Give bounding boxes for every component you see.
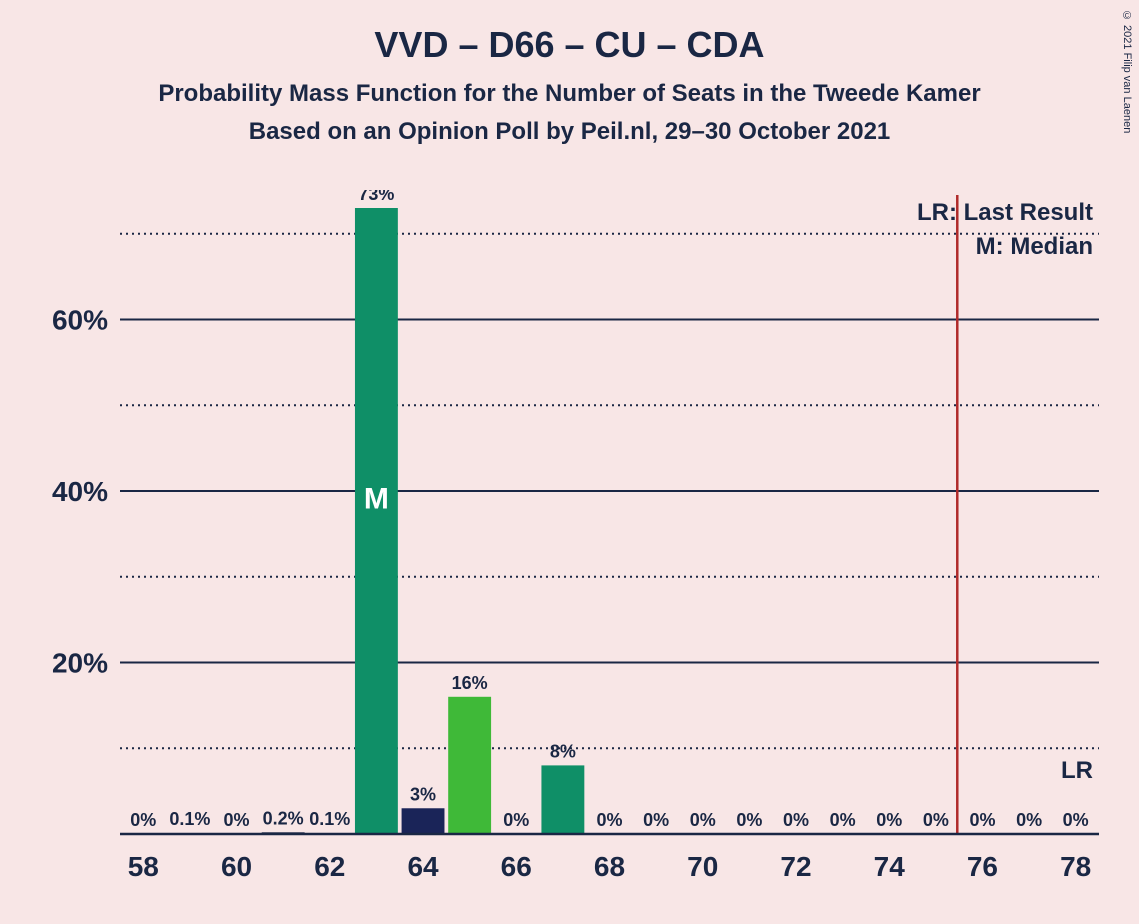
bar-label: 0% — [876, 810, 902, 830]
bar-label: 0% — [1063, 810, 1089, 830]
bar-label: 0% — [130, 810, 156, 830]
x-tick-label: 70 — [687, 851, 718, 882]
median-mark: M — [364, 482, 389, 515]
y-tick-label: 20% — [52, 647, 108, 678]
y-tick-label: 60% — [52, 304, 108, 335]
bar-label: 0% — [690, 810, 716, 830]
y-tick-label: 40% — [52, 476, 108, 507]
lr-short-label: LR — [1061, 757, 1093, 784]
bar-label: 0% — [1016, 810, 1042, 830]
x-tick-label: 72 — [780, 851, 811, 882]
bar — [355, 208, 398, 834]
x-tick-label: 78 — [1060, 851, 1091, 882]
x-tick-label: 76 — [967, 851, 998, 882]
bar — [402, 808, 445, 834]
bar-label: 0% — [736, 810, 762, 830]
bar-label: 0% — [923, 810, 949, 830]
bar-label: 3% — [410, 784, 436, 804]
bar-label: 0.1% — [169, 809, 210, 829]
chart-svg: 20%40%60%0%0.1%0%0.2%0.1%73%M3%16%0%8%0%… — [40, 190, 1109, 894]
x-tick-label: 60 — [221, 851, 252, 882]
bar-label: 0% — [969, 810, 995, 830]
chart-area: 20%40%60%0%0.1%0%0.2%0.1%73%M3%16%0%8%0%… — [40, 190, 1109, 894]
copyright-text: © 2021 Filip van Laenen — [1121, 10, 1133, 133]
bar-label: 0% — [503, 810, 529, 830]
chart-title-sub2: Based on an Opinion Poll by Peil.nl, 29–… — [0, 118, 1139, 146]
bar-label: 0% — [830, 810, 856, 830]
bar-label: 8% — [550, 741, 576, 761]
bar-label: 0.2% — [263, 808, 304, 828]
chart-title-main: VVD – D66 – CU – CDA — [0, 24, 1139, 66]
legend-lr: LR: Last Result — [917, 199, 1093, 226]
x-tick-label: 66 — [501, 851, 532, 882]
x-tick-label: 74 — [874, 851, 906, 882]
bar-label: 0.1% — [309, 809, 350, 829]
bar-label: 16% — [452, 673, 488, 693]
x-tick-label: 68 — [594, 851, 625, 882]
bar-label: 0% — [596, 810, 622, 830]
bar — [448, 697, 491, 834]
chart-title-sub: Probability Mass Function for the Number… — [0, 80, 1139, 108]
bar-label: 0% — [643, 810, 669, 830]
x-tick-label: 62 — [314, 851, 345, 882]
bar-label: 0% — [783, 810, 809, 830]
bar-label: 73% — [358, 190, 394, 204]
x-tick-label: 58 — [128, 851, 159, 882]
legend-median: M: Median — [976, 233, 1093, 260]
bar-label: 0% — [224, 810, 250, 830]
bar — [541, 765, 584, 834]
x-tick-label: 64 — [407, 851, 439, 882]
